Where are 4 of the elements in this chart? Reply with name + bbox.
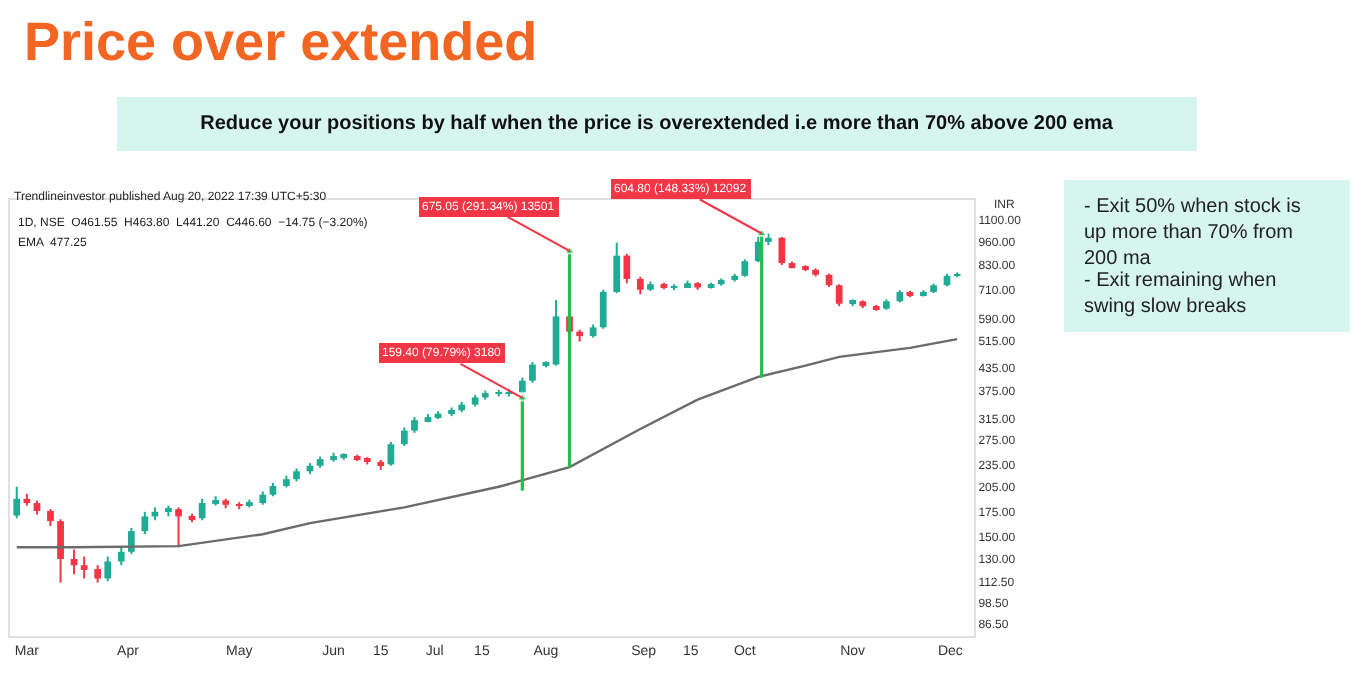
chart-title: Price over extended <box>24 12 538 72</box>
text: - Exit 50% when stock is up more than 70% from 200 ma <box>1084 196 1301 270</box>
chart-subtitle: Reduce your positions by half when the price is overextended i.e more than 70% above 200 ema <box>200 113 1114 135</box>
text: - Exit remaining when swing slow breaks <box>1084 270 1277 318</box>
